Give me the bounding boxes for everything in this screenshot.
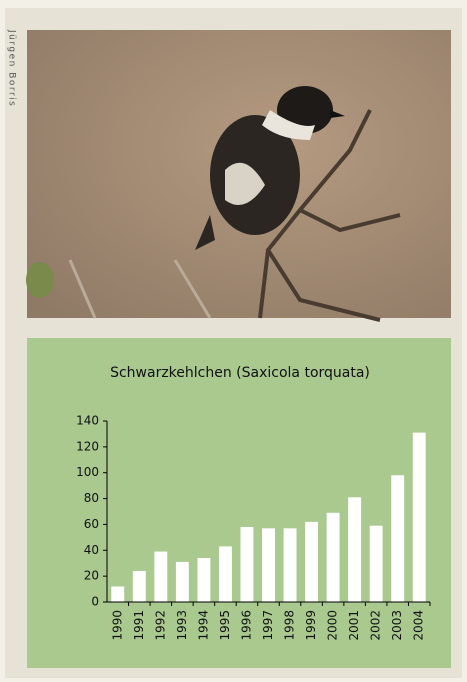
x-tick-label: 1991 xyxy=(132,610,146,641)
x-tick-label: 1990 xyxy=(110,610,124,641)
x-tick-label: 2000 xyxy=(326,610,340,641)
x-tick-label: 1996 xyxy=(239,610,253,641)
bar xyxy=(326,512,340,602)
bar xyxy=(348,497,362,602)
y-tick-label: 60 xyxy=(84,517,99,531)
y-tick-label: 140 xyxy=(76,414,99,428)
x-tick-label: 2003 xyxy=(390,610,404,641)
y-tick-label: 100 xyxy=(76,465,99,479)
photo-credit: Jürgen Borris xyxy=(7,29,17,107)
bar xyxy=(218,546,232,602)
bar xyxy=(369,525,383,602)
chart-panel xyxy=(27,338,451,668)
photo xyxy=(26,30,451,322)
y-tick-label: 40 xyxy=(84,543,99,557)
bar xyxy=(197,558,211,602)
x-tick-label: 1992 xyxy=(153,610,167,641)
x-tick-label: 1995 xyxy=(218,610,232,641)
bar xyxy=(175,561,189,602)
x-tick-label: 1997 xyxy=(261,610,275,641)
bar xyxy=(132,570,146,602)
bar xyxy=(283,528,297,602)
y-tick-label: 20 xyxy=(84,569,99,583)
x-tick-label: 1993 xyxy=(175,610,189,641)
x-tick-label: 2002 xyxy=(369,610,383,641)
x-tick-label: 2001 xyxy=(347,610,361,641)
y-tick-label: 120 xyxy=(76,439,99,453)
y-tick-label: 0 xyxy=(91,595,99,609)
bar xyxy=(154,551,168,602)
x-tick-label: 1998 xyxy=(283,610,297,641)
bar xyxy=(262,528,275,602)
bar xyxy=(111,586,125,602)
bar xyxy=(240,527,254,602)
bar xyxy=(391,475,405,602)
y-tick-label: 80 xyxy=(84,491,99,505)
x-tick-label: 1999 xyxy=(304,610,318,641)
bar xyxy=(305,521,319,602)
chart-title: Schwarzkehlchen (Saxicola torquata) xyxy=(110,365,370,381)
x-tick-label: 1994 xyxy=(196,610,210,641)
bar xyxy=(412,432,426,602)
x-tick-label: 2004 xyxy=(412,610,426,641)
